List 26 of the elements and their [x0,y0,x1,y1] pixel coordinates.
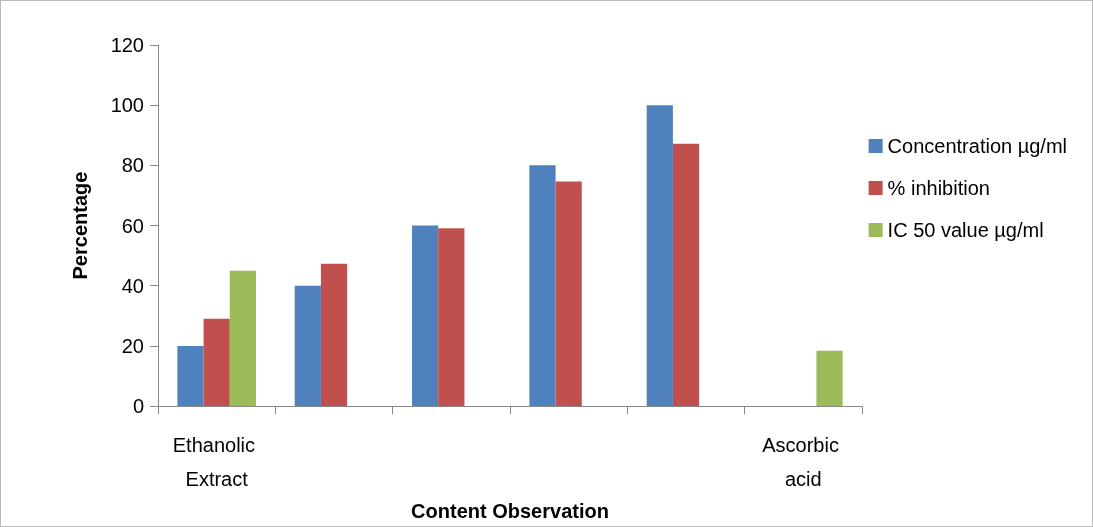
bar [412,225,439,407]
y-axis-title: Percentage [69,171,91,280]
bar [672,143,700,407]
bar [320,263,348,407]
x-tick-label: Ascorbic acid [762,434,845,491]
legend-label: Concentration µg/ml [887,135,1068,157]
y-tick-label: 120 [110,34,144,56]
y-tick-label: 20 [121,334,144,357]
bar [203,318,230,407]
bar [177,345,204,407]
bar [229,270,256,407]
legend-label: IC 50 value µg/ml [887,219,1044,241]
bar [816,350,843,407]
y-tick-label: 100 [110,94,144,117]
bar [529,165,556,407]
bar [646,105,673,407]
bar [294,285,321,407]
x-axis-title: Content Observation [411,500,609,522]
x-tick-label: Ethanolic Extract [172,434,261,491]
y-tick-label: 60 [121,214,144,237]
y-tick-label: 80 [121,154,144,177]
bar [438,228,465,407]
bar [555,181,582,407]
y-tick-label: 40 [121,274,144,297]
y-tick-label: 0 [132,395,144,418]
legend-label: % inhibition [887,177,990,199]
